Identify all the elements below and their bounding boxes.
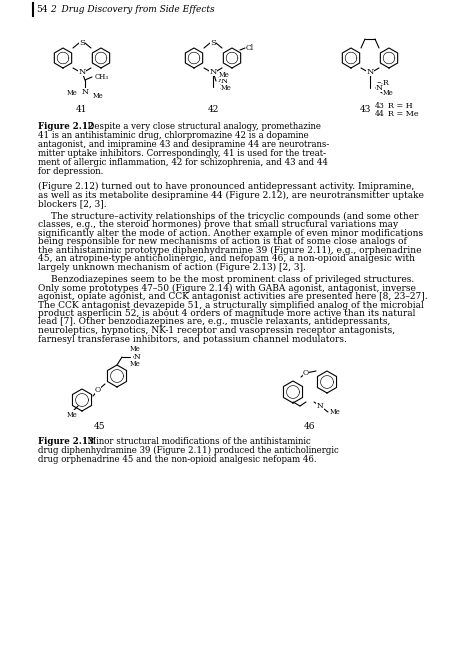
Text: The structure–activity relationships of the tricyclic compounds (and some other: The structure–activity relationships of …: [51, 212, 419, 220]
Text: Figure 2.13: Figure 2.13: [38, 437, 94, 446]
Text: drug diphenhydramine 39 (Figure 2.11) produced the anticholinergic: drug diphenhydramine 39 (Figure 2.11) pr…: [38, 446, 339, 455]
Text: classes, e.g., the steroid hormones) prove that small structural variations may: classes, e.g., the steroid hormones) pro…: [38, 220, 398, 229]
Text: The CCK antagonist devazepide 51, a structurally simplified analog of the microb: The CCK antagonist devazepide 51, a stru…: [38, 301, 424, 309]
Text: (Figure 2.12) turned out to have pronounced antidepressant activity. Imipramine,: (Figure 2.12) turned out to have pronoun…: [38, 182, 414, 191]
Text: for depression.: for depression.: [38, 167, 103, 176]
Text: 41 is an antihistaminic drug, chlorpromazine 42 is a dopamine: 41 is an antihistaminic drug, chlorproma…: [38, 131, 309, 140]
Text: farnesyl transferase inhibitors, and potassium channel modulators.: farnesyl transferase inhibitors, and pot…: [38, 335, 347, 343]
Text: 45, an atropine-type anticholinergic, and nefopam 46, a non-opioid analgesic wit: 45, an atropine-type anticholinergic, an…: [38, 254, 415, 263]
Text: 45: 45: [94, 422, 106, 431]
Text: O: O: [95, 386, 101, 394]
Text: blockers [2, 3].: blockers [2, 3].: [38, 199, 107, 208]
Text: R: R: [383, 79, 389, 87]
Text: Me: Me: [221, 84, 232, 92]
Text: 54: 54: [36, 5, 47, 14]
Text: product asperlicin 52, is about 4 orders of magnitude more active than its natur: product asperlicin 52, is about 4 orders…: [38, 309, 415, 318]
Text: CH₃: CH₃: [95, 73, 109, 81]
Text: drug orphenadrine 45 and the non-opioid analgesic nefopam 46.: drug orphenadrine 45 and the non-opioid …: [38, 455, 317, 464]
Text: significantly alter the mode of action. Another example of even minor modificati: significantly alter the mode of action. …: [38, 228, 423, 238]
Text: Me: Me: [219, 71, 230, 79]
Text: antagonist, and imipramine 43 and desipramine 44 are neurotrans-: antagonist, and imipramine 43 and desipr…: [38, 140, 329, 149]
Text: 42: 42: [207, 105, 219, 114]
Text: N: N: [134, 353, 141, 361]
Text: N: N: [220, 83, 227, 91]
Text: Me: Me: [218, 76, 229, 84]
Text: neuroleptics, hypnotics, NK-1 receptor and vasopressin receptor antagonists,: neuroleptics, hypnotics, NK-1 receptor a…: [38, 326, 395, 335]
Text: 43: 43: [375, 102, 385, 110]
Text: R = Me: R = Me: [388, 110, 419, 118]
Text: Figure 2.12: Figure 2.12: [38, 122, 94, 131]
Text: N: N: [376, 84, 383, 92]
Text: Cl: Cl: [246, 44, 254, 52]
Text: Me: Me: [383, 89, 394, 97]
Text: 2  Drug Discovery from Side Effects: 2 Drug Discovery from Side Effects: [50, 5, 215, 14]
Text: 43: 43: [359, 105, 371, 114]
Text: the antihistaminic prototype diphenhydramine 39 (Figure 2.11), e.g., orphenadrin: the antihistaminic prototype diphenhydra…: [38, 246, 421, 255]
Text: Me: Me: [130, 360, 141, 368]
Text: Minor structural modifications of the antihistaminic: Minor structural modifications of the an…: [82, 437, 311, 446]
Text: N: N: [78, 68, 86, 76]
Text: N: N: [366, 68, 374, 76]
Text: mitter uptake inhibitors. Correspondingly, 41 is used for the treat-: mitter uptake inhibitors. Correspondingl…: [38, 149, 326, 158]
Text: 46: 46: [304, 422, 316, 431]
Text: Me: Me: [67, 410, 77, 418]
Text: 44: 44: [375, 110, 385, 118]
Text: Only some prototypes 47–50 (Figure 2.14) with GABA agonist, antagonist, inverse: Only some prototypes 47–50 (Figure 2.14)…: [38, 283, 416, 293]
Text: N: N: [221, 77, 228, 85]
Text: lead [7]. Other benzodiazepines are, e.g., muscle relaxants, antidepressants,: lead [7]. Other benzodiazepines are, e.g…: [38, 317, 391, 327]
Text: 41: 41: [76, 105, 88, 114]
Text: Despite a very close structural analogy, promethazine: Despite a very close structural analogy,…: [82, 122, 321, 131]
Text: Me: Me: [67, 411, 77, 419]
Text: Me: Me: [330, 408, 341, 416]
Text: as well as its metabolite desipramine 44 (Figure 2.12), are neurotransmitter upt: as well as its metabolite desipramine 44…: [38, 190, 424, 200]
Text: agonist, opiate agonist, and CCK antagonist activities are presented here [8, 23: agonist, opiate agonist, and CCK antagon…: [38, 292, 428, 301]
Text: ment of allergic inflammation, 42 for schizophrenia, and 43 and 44: ment of allergic inflammation, 42 for sc…: [38, 158, 328, 167]
Text: largely unknown mechanism of action (Figure 2.13) [2, 3].: largely unknown mechanism of action (Fig…: [38, 263, 306, 272]
Text: Me: Me: [66, 89, 77, 97]
Text: O: O: [303, 369, 309, 377]
Text: R = H: R = H: [388, 102, 413, 110]
Text: Me: Me: [93, 92, 104, 100]
Text: N: N: [210, 68, 217, 76]
Text: Me: Me: [130, 345, 141, 353]
Text: −: −: [376, 79, 381, 84]
Text: N: N: [317, 402, 323, 410]
Text: S: S: [79, 39, 85, 47]
Text: Benzodiazepines seem to be the most prominent class of privileged structures.: Benzodiazepines seem to be the most prom…: [51, 275, 414, 284]
Text: N: N: [82, 88, 89, 96]
Text: S: S: [210, 39, 216, 47]
Text: being responsible for new mechanisms of action is that of some close analogs of: being responsible for new mechanisms of …: [38, 237, 407, 246]
